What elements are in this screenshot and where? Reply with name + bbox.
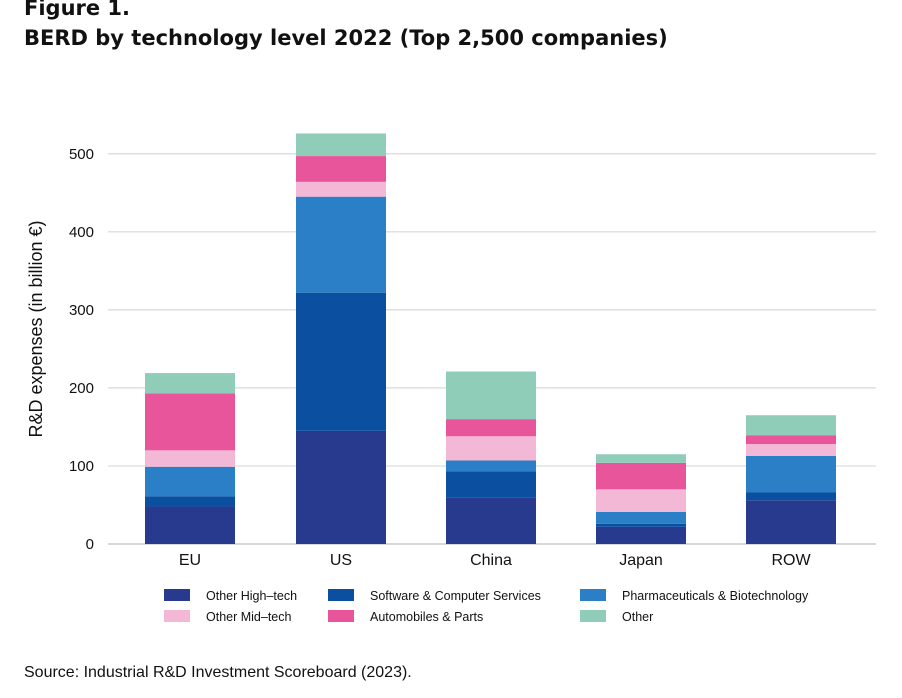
x-label-china: China [470,552,512,569]
y-tick-100: 100 [69,458,94,475]
figure-label: Figure 1. [24,0,131,20]
legend-swatch-3 [164,610,190,622]
legend-label-5: Other [622,610,653,624]
bar-us-segment-5 [296,133,386,157]
bar-eu-segment-2 [145,466,235,497]
legend-swatch-0 [164,589,190,601]
bar-japan-segment-0 [596,526,686,544]
legend-label-1: Software & Computer Services [370,589,541,603]
source-note: Source: Industrial R&D Investment Scoreb… [24,664,412,681]
y-axis-title: R&D expenses (in billion €) [26,220,46,437]
bar-row-segment-0 [746,500,836,544]
bar-japan-segment-2 [596,511,686,524]
bar-japan-segment-3 [596,489,686,512]
x-label-eu: EU [179,552,201,569]
bar-us-segment-0 [296,430,386,544]
x-label-row: ROW [771,552,811,569]
x-label-us: US [330,552,352,569]
bar-row-segment-1 [746,492,836,501]
chart-title: BERD by technology level 2022 (Top 2,500… [24,26,668,50]
bar-eu-segment-1 [145,496,235,507]
legend-label-0: Other High–tech [206,589,297,603]
x-label-japan: Japan [619,552,663,569]
bar-china-segment-2 [446,460,536,472]
bar-us-segment-4 [296,156,386,182]
legend-swatch-2 [580,589,606,601]
bar-us-segment-2 [296,196,386,293]
bar-row-segment-2 [746,455,836,493]
y-tick-0: 0 [86,536,94,553]
bar-us-segment-1 [296,292,386,431]
y-tick-400: 400 [69,224,94,241]
legend-label-4: Automobiles & Parts [370,610,483,624]
bar-us-segment-3 [296,181,386,197]
y-tick-500: 500 [69,146,94,163]
legend-label-2: Pharmaceuticals & Biotechnology [622,589,809,603]
bar-china-segment-3 [446,436,536,461]
legend: Other High–tech Software & Computer Servi… [164,589,809,624]
y-tick-200: 200 [69,380,94,397]
bar-china-segment-4 [446,419,536,437]
legend-label-3: Other Mid–tech [206,610,292,624]
bar-row-segment-4 [746,435,836,445]
bar-japan-segment-4 [596,462,686,490]
category-labels: EU US China Japan ROW [179,552,812,569]
bar-japan-segment-5 [596,454,686,463]
y-tick-labels: 0 100 200 300 400 500 [69,146,94,553]
bar-eu-segment-3 [145,450,235,467]
bar-china-segment-0 [446,497,536,544]
legend-swatch-4 [328,610,354,622]
y-tick-300: 300 [69,302,94,319]
bar-eu-segment-4 [145,393,235,451]
bar-china-segment-1 [446,471,536,498]
legend-swatch-5 [580,610,606,622]
bar-japan-segment-1 [596,523,686,527]
bar-row-segment-5 [746,415,836,436]
stacked-bar-chart: 0 100 200 300 400 500 EU US China Japan ROW R&D e… [26,133,876,624]
bar-eu-segment-0 [145,506,235,544]
bar-china-segment-5 [446,371,536,420]
bar-eu-segment-5 [145,373,235,394]
bar-row-segment-3 [746,444,836,456]
legend-swatch-1 [328,589,354,601]
bars [145,133,836,544]
